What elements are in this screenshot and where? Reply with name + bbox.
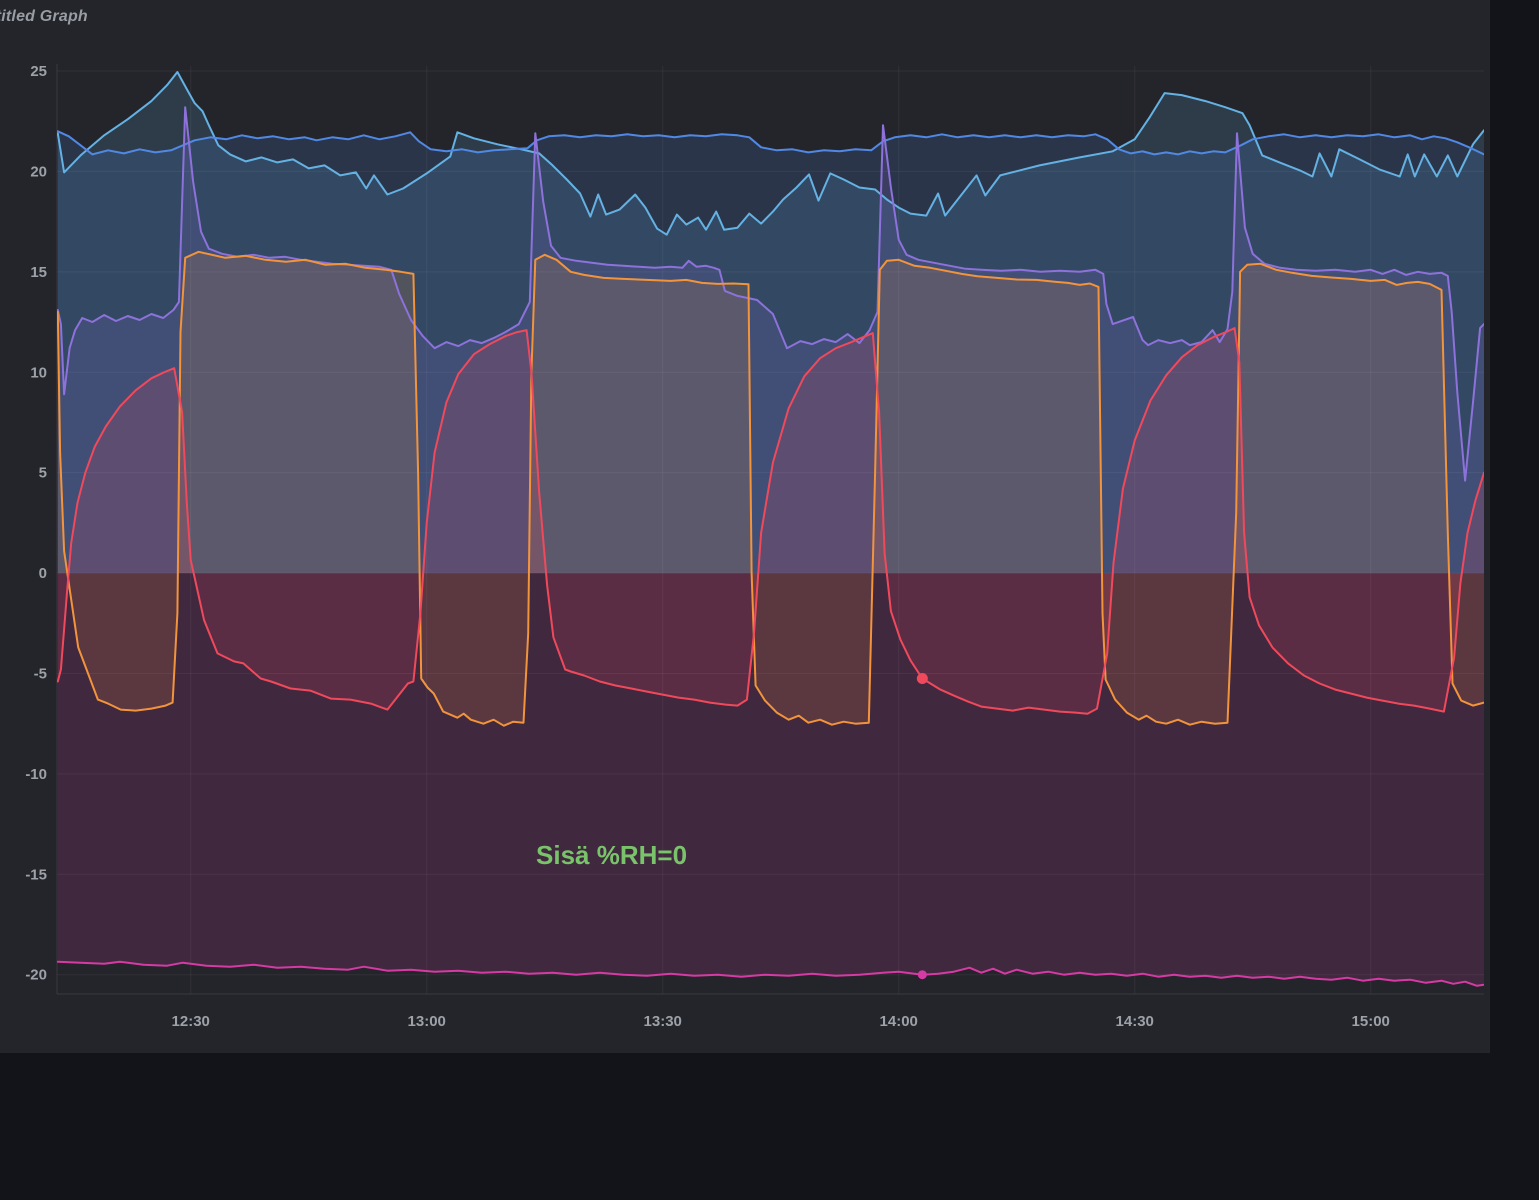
x-tick-label: 12:30: [172, 1013, 210, 1030]
x-tick-label: 13:30: [644, 1013, 682, 1030]
marker-dot-magenta[interactable]: [917, 970, 927, 980]
y-tick-label: 20: [30, 163, 47, 180]
series-fill-light-blue: [57, 72, 1484, 574]
y-tick-label: 0: [39, 565, 47, 582]
series-line-orange[interactable]: [57, 250, 1484, 727]
x-tick-label: 14:30: [1116, 1013, 1154, 1030]
series-fills: [57, 72, 1484, 986]
graph-panel: Untitled Graph 25 20 15 10 5 0 -5 -10 -15 -20 12:3…: [0, 0, 1490, 1053]
series-fill-purple: [57, 107, 1484, 574]
time-series-chart[interactable]: 25 20 15 10 5 0 -5 -10 -15 -20 12:30 13:00 13:30 14:0…: [0, 0, 1490, 1053]
x-tick-label: 14:00: [880, 1013, 918, 1030]
y-tick-label: -10: [25, 766, 47, 783]
series-fill-magenta: [57, 573, 1484, 986]
series-line-blue[interactable]: [57, 130, 1484, 156]
series-fill-blue: [57, 131, 1484, 574]
point-markers: [916, 673, 928, 980]
x-tick-label: 13:00: [408, 1013, 446, 1030]
y-tick-label: 15: [30, 264, 47, 281]
series-lines: [57, 71, 1484, 987]
series-line-purple[interactable]: [57, 106, 1484, 482]
y-tick-label: -15: [25, 866, 47, 883]
panel-title[interactable]: Untitled Graph: [0, 8, 88, 25]
series-line-light-blue[interactable]: [57, 71, 1484, 236]
series-line-red[interactable]: [57, 327, 1484, 715]
grid: 25 20 15 10 5 0 -5 -10 -15 -20 12:30 13:00 13:30 14:0…: [25, 63, 1484, 1030]
series-fill-orange: [57, 251, 1484, 726]
y-tick-label: 5: [39, 465, 47, 482]
y-tick-label: 10: [30, 364, 47, 381]
annotation-label: Sisä %RH=0: [536, 840, 687, 870]
y-tick-label: -5: [34, 665, 47, 682]
y-tick-label: 25: [30, 63, 47, 80]
marker-dot-red[interactable]: [916, 673, 928, 685]
y-tick-label: -20: [25, 967, 47, 984]
x-tick-label: 15:00: [1352, 1013, 1390, 1030]
series-fill-red: [57, 328, 1484, 714]
